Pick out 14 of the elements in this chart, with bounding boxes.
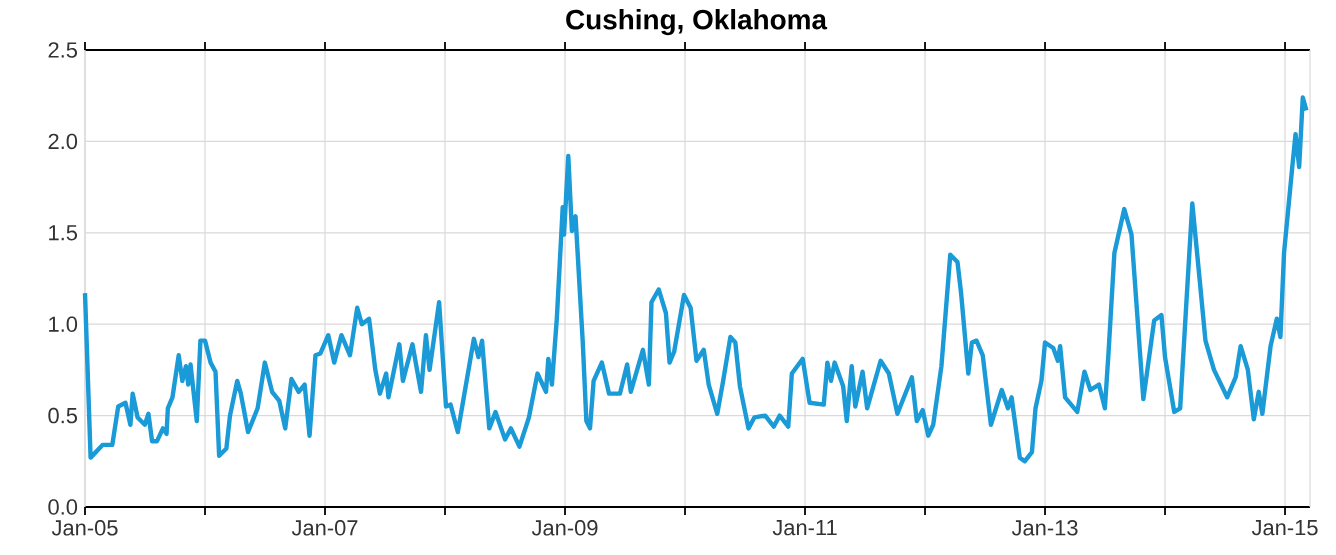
x-tick-label: Jan-13 <box>1011 520 1078 536</box>
y-tick-label: 2.0 <box>48 133 78 150</box>
x-tick-label: Jan-07 <box>291 520 358 536</box>
y-tick-label: 2.5 <box>48 42 78 58</box>
y-tick-label: 1.0 <box>49 316 78 332</box>
line-series <box>82 95 1309 464</box>
y-tick-label: 0.0 <box>48 499 78 515</box>
chart-title: Cushing, Oklahoma <box>566 9 828 36</box>
x-tick-label: Jan-09 <box>531 520 598 536</box>
x-tick-label: Jan-11 <box>772 520 837 536</box>
y-tick-label: 1.5 <box>49 225 78 241</box>
x-tick-label: Jan-05 <box>51 520 118 536</box>
y-tick-label: 0.5 <box>48 407 78 424</box>
x-tick-label: Jan-15 <box>1251 520 1318 536</box>
